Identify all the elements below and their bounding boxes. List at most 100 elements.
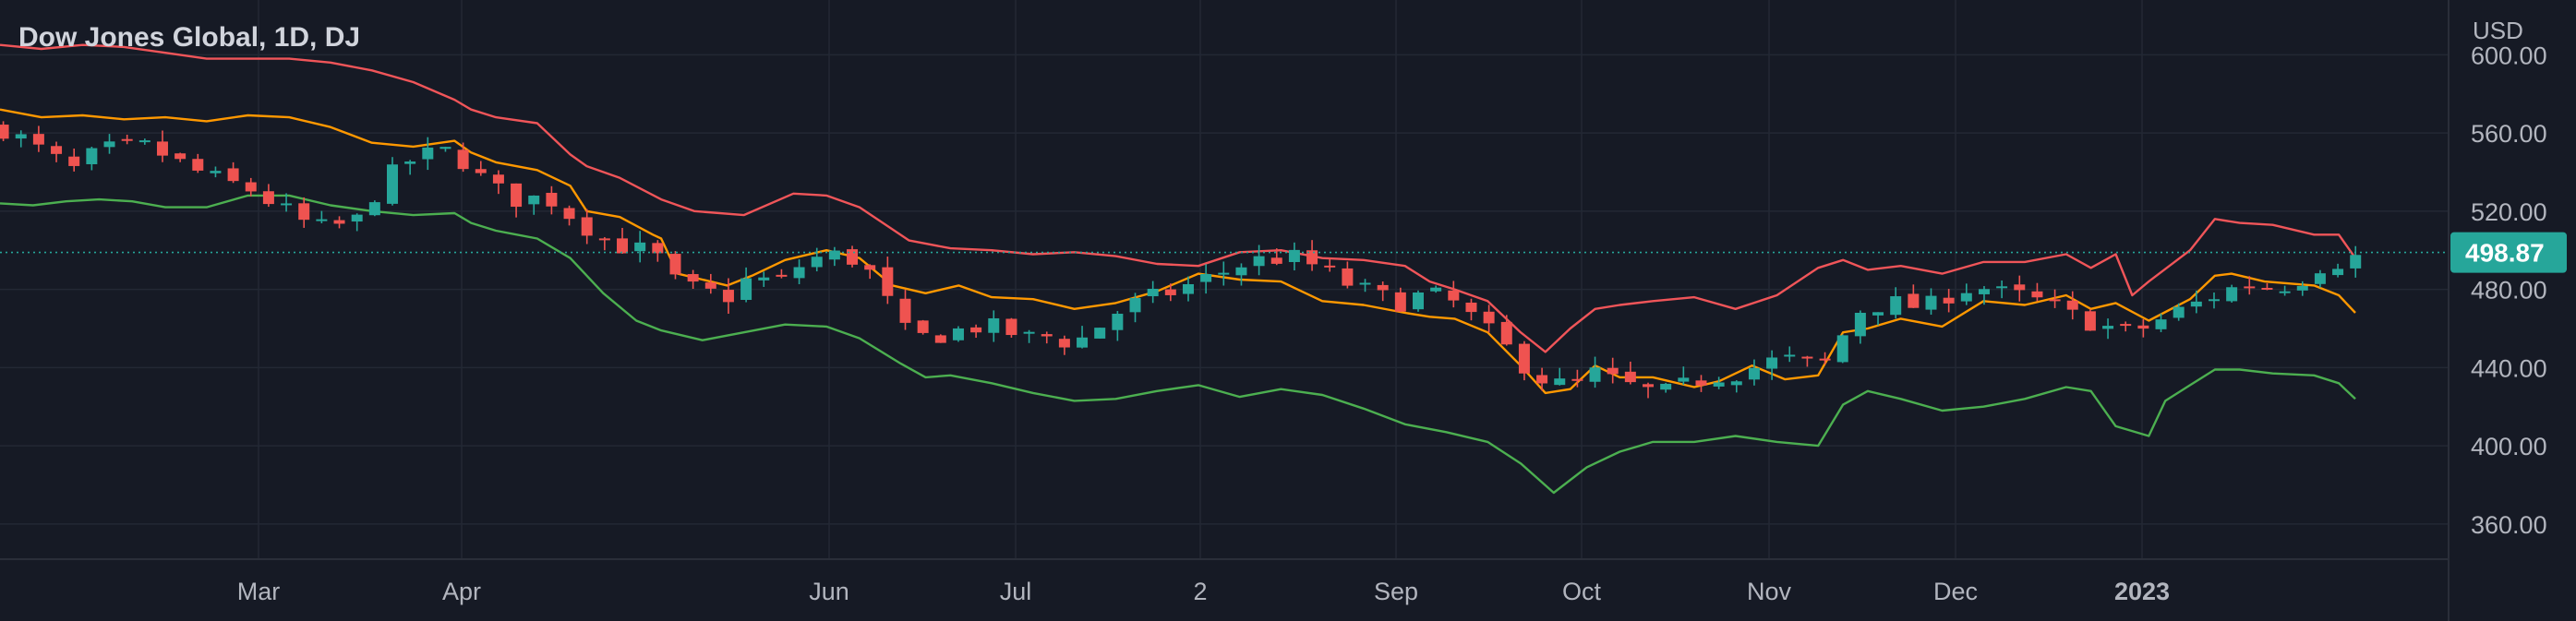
candle-body [1288, 249, 1300, 262]
candle-body [351, 214, 363, 222]
y-tick-label: 560.00 [2471, 120, 2547, 148]
candle-body [581, 217, 593, 236]
candle [2314, 269, 2326, 288]
candle-body [475, 169, 487, 173]
grid [0, 0, 2449, 559]
candle [1624, 361, 1636, 385]
candle [1005, 317, 1017, 338]
candle [1925, 288, 1937, 316]
candle-body [2244, 286, 2256, 289]
candle [1235, 263, 1247, 286]
candle [704, 273, 716, 294]
currency-label: USD [2473, 17, 2523, 44]
candle [1643, 382, 1655, 399]
candle-body [175, 153, 187, 160]
candle-body [652, 243, 664, 254]
currency-label-bg [2452, 0, 2576, 44]
candle [121, 134, 133, 145]
chart-title: Dow Jones Global, 1D, DJ [18, 22, 360, 53]
candle [1218, 261, 1230, 286]
candle [1129, 293, 1141, 323]
candle [899, 290, 911, 330]
candle [776, 269, 788, 279]
last-price-tag: 498.87 [2450, 232, 2567, 273]
candle-body [1058, 339, 1070, 348]
candle-body [722, 290, 734, 303]
candle-body [970, 327, 982, 333]
time-scale[interactable]: Mar Apr Jun Jul 2 Sep Oct Nov Dec 2023 [237, 578, 2170, 605]
candle [2261, 282, 2273, 291]
last-price-value: 498.87 [2465, 239, 2545, 268]
candle-body [1112, 314, 1124, 330]
candle [917, 319, 929, 335]
candle [316, 210, 328, 224]
candle-body [1890, 296, 1902, 316]
candle-body [439, 147, 451, 149]
candle [1766, 350, 1778, 380]
candle [1430, 285, 1442, 293]
candle [598, 236, 610, 251]
candle-body [1023, 331, 1035, 334]
candle-body [1660, 383, 1672, 390]
candle [1890, 287, 1902, 319]
candle-body [15, 134, 27, 139]
candle [1960, 283, 1972, 305]
candle [333, 216, 345, 229]
candle [351, 213, 363, 232]
candle-body [758, 277, 770, 281]
candle-body [1359, 282, 1371, 285]
candle [1164, 283, 1176, 302]
candle-body [899, 298, 911, 323]
x-tick-label: Oct [1562, 578, 1602, 605]
candle [1306, 240, 1318, 271]
candle [1483, 305, 1495, 333]
candle [511, 183, 523, 218]
candle-body [2155, 319, 2167, 329]
candle-body [687, 274, 699, 282]
candle [1660, 382, 1672, 393]
candle [2244, 276, 2256, 295]
candle-body [262, 191, 274, 205]
candle-body [2014, 284, 2026, 291]
candle-body [864, 265, 876, 270]
candle-body [1430, 287, 1442, 292]
candle [634, 231, 646, 263]
y-tick-label: 600.00 [2471, 42, 2547, 69]
price-scale[interactable]: 360.00 400.00 440.00 480.00 520.00 560.00 600.… [2471, 42, 2547, 539]
candle [2137, 318, 2149, 338]
candle [1448, 281, 1460, 308]
candle-body [704, 282, 716, 289]
candle-body [2261, 287, 2273, 290]
candle-body [1218, 272, 1230, 275]
candle-body [811, 257, 823, 268]
candle-body [103, 141, 115, 148]
candle [652, 240, 664, 262]
candle-body [1377, 284, 1389, 291]
candle [15, 130, 27, 148]
candle-body [422, 147, 434, 160]
candle [546, 185, 558, 215]
candle-body [1077, 337, 1089, 348]
candle-body [1129, 297, 1141, 313]
candle-body [68, 156, 80, 166]
candle-body [298, 203, 310, 221]
candle-body [1624, 371, 1636, 383]
candle-body [1819, 358, 1831, 361]
x-tick-label: Dec [1933, 578, 1978, 605]
candle-body [793, 267, 805, 279]
candle [2296, 281, 2308, 296]
y-tick-label: 440.00 [2471, 354, 2547, 382]
candle-body [2066, 300, 2078, 310]
candle-body [1182, 283, 1194, 294]
candle-body [2332, 269, 2344, 276]
candle [1359, 279, 1371, 293]
candle-body [1607, 367, 1619, 375]
candle-body [952, 328, 964, 340]
candle [528, 195, 540, 215]
candle-body [1836, 335, 1848, 363]
candle [1147, 281, 1159, 304]
candle [1836, 334, 1848, 364]
candle-body [1536, 375, 1548, 384]
